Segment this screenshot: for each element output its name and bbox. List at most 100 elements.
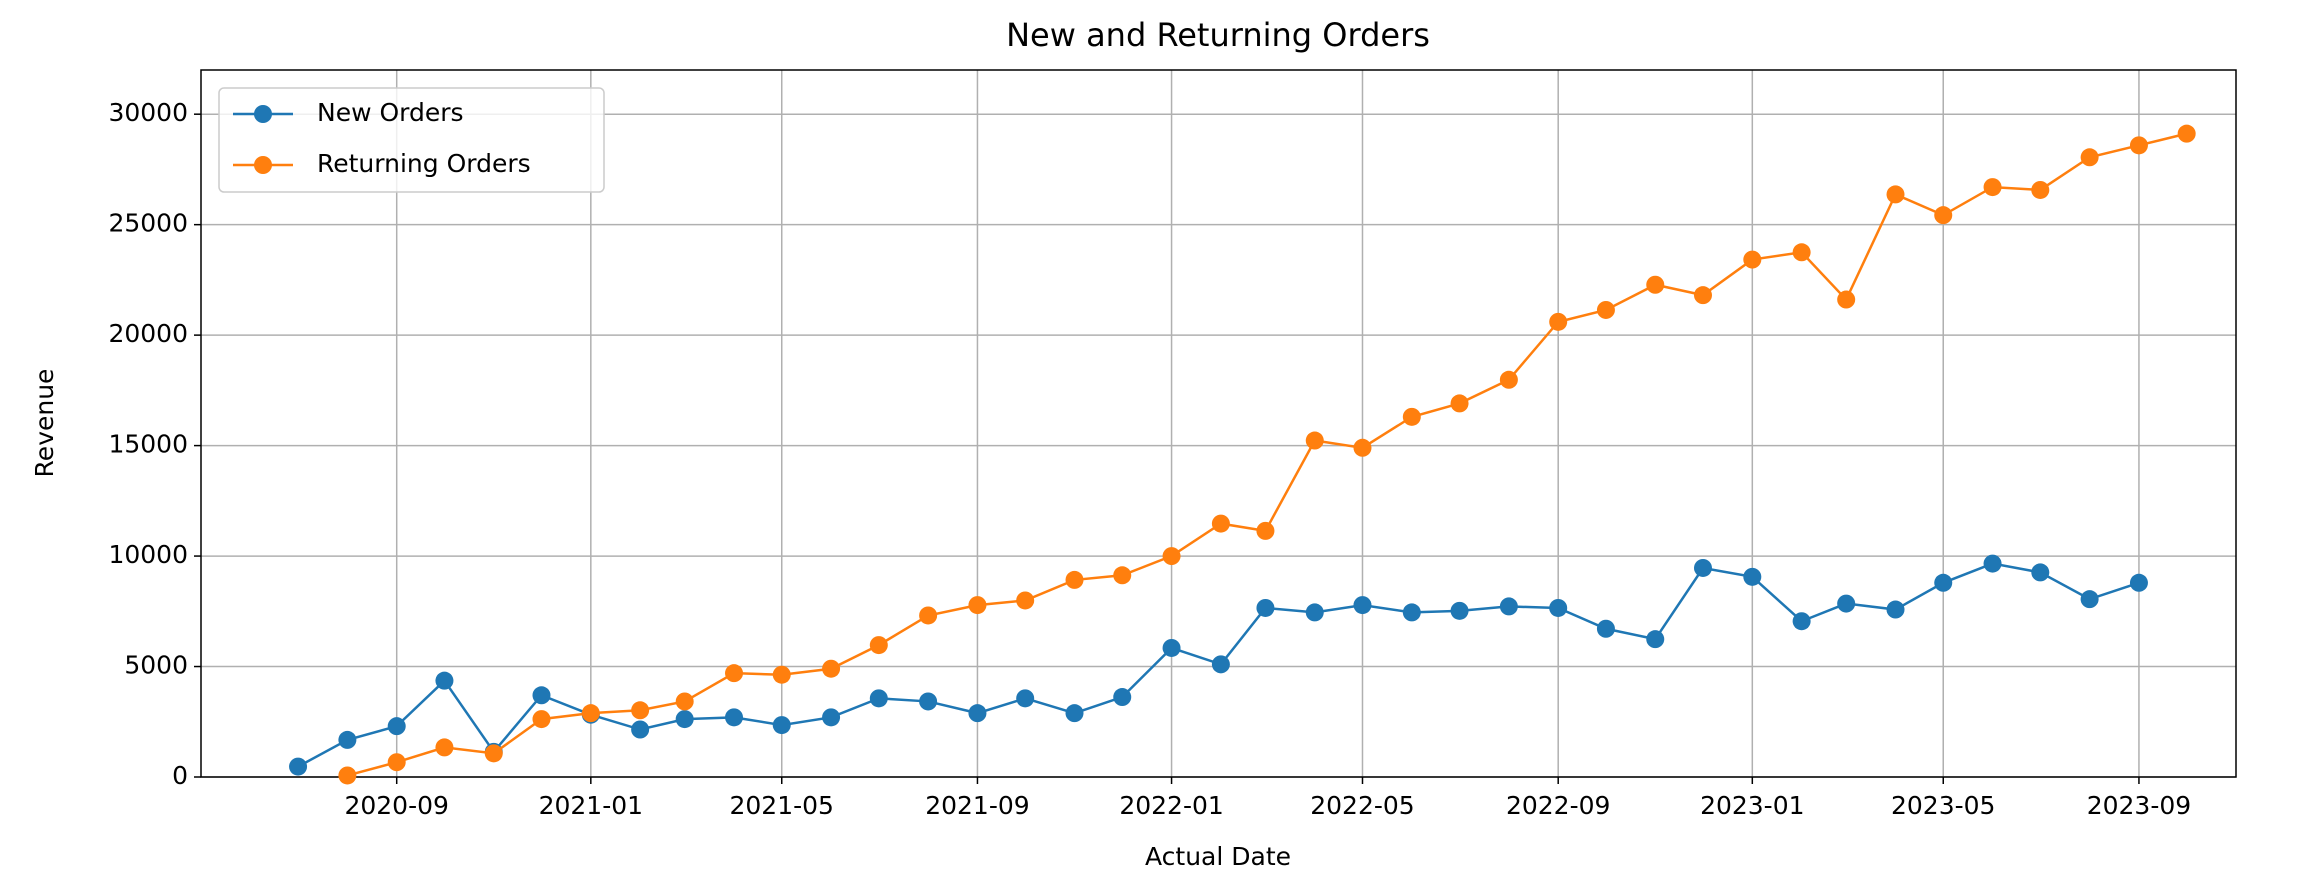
data-point [1983, 178, 2002, 197]
data-point [1549, 598, 1568, 617]
x-tick-label: 2023-05 [1891, 791, 1995, 820]
data-point [581, 704, 600, 723]
data-point [1256, 598, 1275, 617]
data-point [1353, 438, 1372, 457]
data-point [1305, 431, 1324, 450]
data-point [338, 730, 357, 749]
legend: New Orders Returning Orders [218, 87, 605, 193]
data-point [1837, 290, 1856, 309]
data-point [1162, 638, 1181, 657]
data-point [869, 636, 888, 655]
data-point [869, 689, 888, 708]
data-point [1646, 275, 1665, 294]
data-point [1113, 566, 1132, 585]
x-tick-label: 2022-01 [1119, 791, 1223, 820]
x-axis-label: Actual Date [1145, 842, 1291, 871]
data-point [1743, 567, 1762, 586]
data-point [338, 766, 357, 785]
data-point [675, 710, 694, 729]
data-point [1211, 514, 1230, 533]
data-point [1162, 547, 1181, 566]
x-tick-label: 2023-01 [1700, 791, 1804, 820]
series-line [347, 132, 2187, 777]
legend-label: New Orders [317, 98, 464, 127]
data-point [1693, 286, 1712, 305]
data-point [387, 753, 406, 772]
data-point [289, 757, 308, 776]
data-point [387, 717, 406, 736]
data-point [1792, 243, 1811, 262]
data-point [1305, 603, 1324, 622]
data-point [1256, 521, 1275, 540]
legend-box [218, 87, 605, 193]
data-point [1983, 554, 2002, 573]
y-axis-label: Revenue [30, 369, 59, 478]
data-point [2031, 563, 2050, 582]
data-point [1886, 600, 1905, 619]
data-point [1792, 612, 1811, 631]
x-tick-label: 2022-05 [1310, 791, 1414, 820]
x-tick-label: 2021-09 [925, 791, 1029, 820]
data-point [822, 708, 841, 727]
x-tick-label: 2022-09 [1506, 791, 1610, 820]
plot-frame [200, 69, 2237, 778]
data-point [1065, 704, 1084, 723]
data-point [968, 596, 987, 615]
y-tick-label: 5000 [124, 651, 188, 680]
data-point [2080, 590, 2099, 609]
data-point [1499, 370, 1518, 389]
data-point [725, 708, 744, 727]
data-point [1450, 394, 1469, 413]
legend-label: Returning Orders [317, 149, 531, 178]
data-point [1549, 312, 1568, 331]
data-point [772, 665, 791, 684]
data-point [2129, 136, 2148, 155]
data-point [2177, 124, 2196, 143]
x-tick-label: 2020-09 [344, 791, 448, 820]
data-point [1499, 597, 1518, 616]
y-tick-label: 30000 [108, 98, 188, 127]
data-point [532, 710, 551, 729]
x-tick-label: 2023-09 [2087, 791, 2191, 820]
data-point [1693, 558, 1712, 577]
data-point [1113, 688, 1132, 707]
data-point [631, 720, 650, 739]
data-point [2080, 148, 2099, 167]
x-tick-label: 2021-01 [539, 791, 643, 820]
data-point [435, 738, 454, 757]
data-point [2129, 573, 2148, 592]
y-tick-label: 15000 [108, 430, 188, 459]
data-point [2031, 180, 2050, 199]
y-tick-label: 20000 [108, 319, 188, 348]
data-point [1837, 594, 1856, 613]
chart-title: New and Returning Orders [1006, 16, 1430, 54]
data-point [1596, 619, 1615, 638]
data-point [919, 606, 938, 625]
data-point [1934, 573, 1953, 592]
data-point [484, 744, 503, 763]
y-tick-label: 0 [172, 761, 188, 790]
data-point [675, 692, 694, 711]
legend-marker [254, 156, 272, 174]
data-point [1402, 603, 1421, 622]
data-point [1646, 630, 1665, 649]
y-tick-label: 25000 [108, 209, 188, 238]
data-point [1596, 300, 1615, 319]
data-point [1353, 596, 1372, 615]
data-point [1065, 570, 1084, 589]
data-point [822, 659, 841, 678]
data-point [772, 716, 791, 735]
data-point [1016, 689, 1035, 708]
data-point [968, 704, 987, 723]
data-point [532, 686, 551, 705]
data-point [1211, 655, 1230, 674]
data-point [1886, 185, 1905, 204]
data-point [1450, 601, 1469, 620]
data-point [1934, 206, 1953, 225]
data-point [919, 692, 938, 711]
data-point [1743, 250, 1762, 269]
data-point [435, 671, 454, 690]
data-point [631, 701, 650, 720]
x-tick-label: 2021-05 [730, 791, 834, 820]
